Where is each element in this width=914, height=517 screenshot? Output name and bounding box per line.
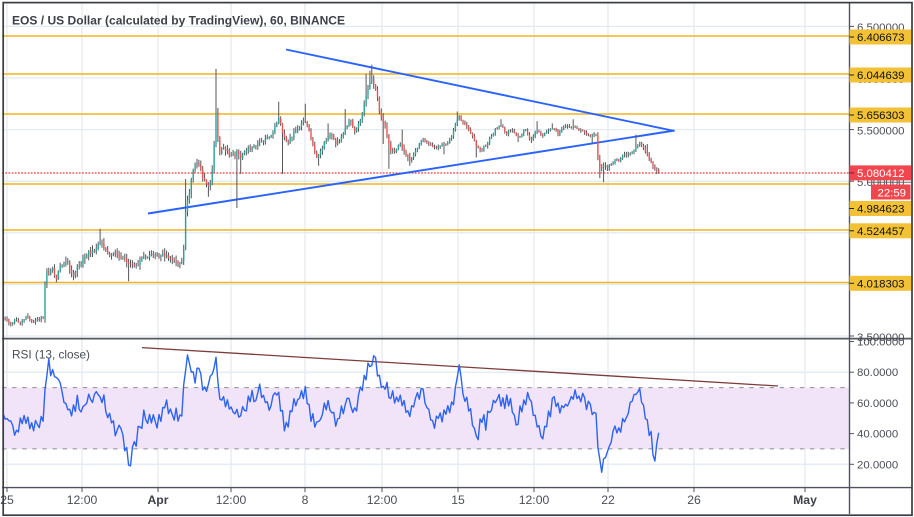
svg-text:15: 15 <box>451 493 465 507</box>
svg-text:8: 8 <box>302 493 309 507</box>
svg-text:12:00: 12:00 <box>519 493 550 507</box>
svg-text:100.0000: 100.0000 <box>857 337 905 349</box>
svg-text:5.500000: 5.500000 <box>857 125 905 137</box>
svg-text:4.018303: 4.018303 <box>857 278 905 290</box>
svg-text:80.0000: 80.0000 <box>857 367 898 379</box>
svg-text:12:00: 12:00 <box>216 493 247 507</box>
svg-text:4.524457: 4.524457 <box>857 226 905 238</box>
svg-text:40.0000: 40.0000 <box>857 429 898 441</box>
svg-text:Apr: Apr <box>148 493 169 507</box>
svg-text:60.0000: 60.0000 <box>857 398 898 410</box>
svg-text:20.0000: 20.0000 <box>857 459 898 471</box>
svg-text:5.080412: 5.080412 <box>857 168 905 180</box>
svg-text:EOS / US Dollar (calculated by: EOS / US Dollar (calculated by TradingVi… <box>12 14 345 28</box>
svg-text:6.406673: 6.406673 <box>857 32 905 44</box>
svg-text:25: 25 <box>0 493 14 507</box>
svg-text:22: 22 <box>601 493 615 507</box>
svg-text:12:00: 12:00 <box>367 493 398 507</box>
svg-text:4.984623: 4.984623 <box>857 204 905 216</box>
svg-text:May: May <box>793 493 817 507</box>
svg-text:22:59: 22:59 <box>878 187 907 199</box>
svg-text:6.044639: 6.044639 <box>857 70 905 82</box>
svg-text:RSI (13, close): RSI (13, close) <box>12 349 90 362</box>
svg-text:3.500000: 3.500000 <box>857 332 905 344</box>
svg-text:26: 26 <box>687 493 701 507</box>
svg-text:12:00: 12:00 <box>67 493 98 507</box>
svg-text:5.656303: 5.656303 <box>857 110 905 122</box>
